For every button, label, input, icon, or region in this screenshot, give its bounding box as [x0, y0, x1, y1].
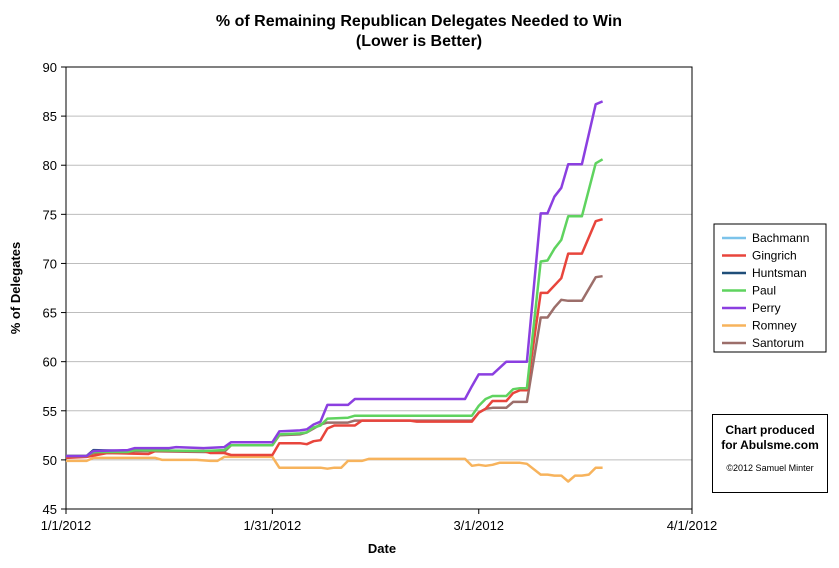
- series-lines: [65, 100, 604, 483]
- y-axis-title: % of Delegates: [8, 242, 23, 334]
- y-tick-label: 75: [43, 207, 57, 222]
- gridlines: [66, 66, 692, 510]
- credit-line-2: for Abulsme.com: [721, 438, 819, 452]
- series-line-santorum: [66, 274, 603, 458]
- series-line-romney: [66, 455, 603, 483]
- legend-label: Perry: [752, 301, 781, 315]
- legend-label: Paul: [752, 284, 776, 298]
- y-tick-label: 50: [43, 453, 57, 468]
- credit-box: Chart produced for Abulsme.com ©2012 Sam…: [712, 414, 828, 493]
- y-tick-label: 55: [43, 404, 57, 419]
- legend-label: Huntsman: [752, 266, 807, 280]
- legend-label: Romney: [752, 319, 797, 333]
- legend-label: Bachmann: [752, 231, 809, 245]
- legend-label: Gingrich: [752, 249, 797, 263]
- series-line-gingrich: [65, 217, 603, 460]
- y-tick-label: 80: [43, 158, 57, 173]
- y-tick-label: 45: [43, 502, 57, 517]
- series-line-paul: [66, 158, 604, 458]
- y-tick-label: 70: [43, 256, 57, 271]
- legend-box: [713, 223, 827, 353]
- x-tick-label: 1/1/2012: [41, 518, 92, 533]
- plot-area: [65, 66, 693, 510]
- legend: Bachmann Gingrich Huntsman Paul Perry Romney S…: [722, 231, 809, 350]
- x-axis-title: Date: [368, 541, 396, 556]
- chart-title: % of Remaining Republican Delegates Need…: [216, 13, 622, 30]
- y-axis-ticks: 45 50 55 60 65 70 75 80 85 90: [43, 60, 66, 517]
- x-tick-label: 1/31/2012: [243, 518, 301, 533]
- x-tick-label: 4/1/2012: [667, 518, 718, 533]
- credit-copyright: ©2012 Samuel Minter: [726, 463, 814, 473]
- y-tick-label: 90: [43, 60, 57, 75]
- chart-subtitle: (Lower is Better): [356, 33, 482, 50]
- legend-label: Santorum: [752, 336, 804, 350]
- credit-line-1: Chart produced: [725, 423, 815, 437]
- x-axis-ticks: 1/1/2012 1/31/2012 3/1/2012 4/1/2012: [41, 509, 718, 533]
- y-tick-label: 60: [43, 355, 57, 370]
- y-tick-label: 85: [43, 109, 57, 124]
- y-tick-label: 65: [43, 306, 57, 321]
- x-tick-label: 3/1/2012: [453, 518, 504, 533]
- series-line-perry: [66, 100, 604, 458]
